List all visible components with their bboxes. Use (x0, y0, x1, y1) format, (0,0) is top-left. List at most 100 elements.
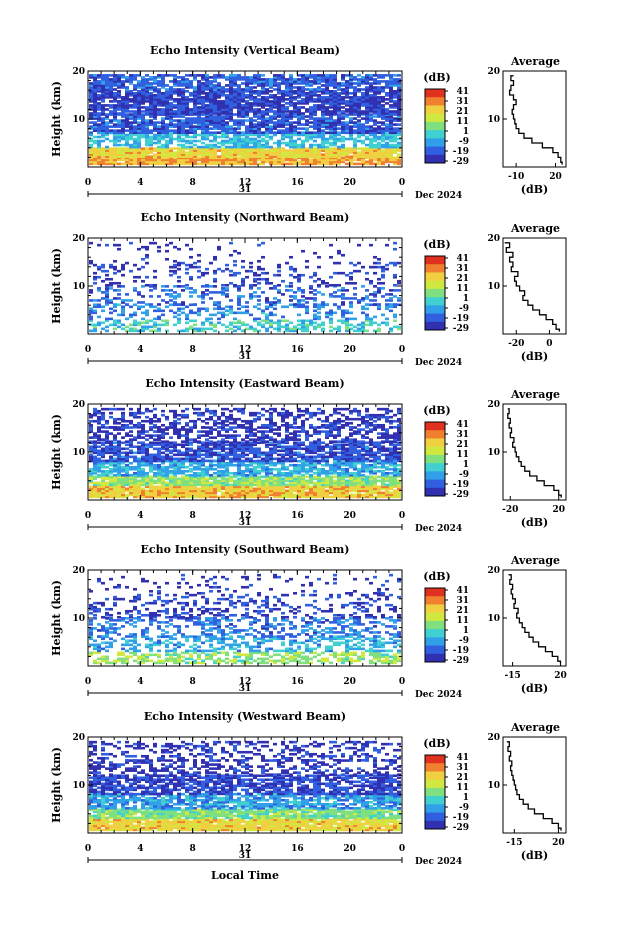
heatmap-cell (305, 301, 309, 304)
heatmap-cell (137, 301, 141, 304)
heatmap-cell (273, 141, 277, 145)
heatmap-cell (133, 119, 137, 122)
heatmap-cell (229, 147, 233, 150)
heatmap-cell (181, 139, 185, 143)
heatmap-cell (373, 315, 377, 319)
heatmap-cell (353, 287, 357, 290)
heatmap-cell (165, 143, 169, 147)
heatmap-cell (265, 88, 269, 91)
heatmap-cell (169, 293, 173, 296)
heatmap-cell (125, 299, 129, 302)
heatmap-cell (273, 285, 277, 288)
heatmap-cell (321, 141, 325, 145)
heatmap-cell (333, 90, 337, 93)
heatmap-cell (185, 267, 189, 271)
heatmap-cell (393, 139, 397, 143)
heatmap-cell (109, 307, 113, 311)
heatmap-cell (273, 153, 277, 156)
heatmap-cell (385, 147, 389, 150)
heatmap-cell (121, 263, 125, 267)
heatmap-cell (137, 106, 141, 109)
heatmap-cell (385, 80, 389, 83)
heatmap-cell (93, 127, 97, 130)
heatmap-cell (337, 145, 341, 149)
heatmap-cell (209, 297, 213, 300)
heatmap-cell (121, 137, 125, 141)
heatmap-cell (361, 155, 365, 158)
heatmap-cell (241, 277, 245, 281)
heatmap-cell (169, 74, 173, 77)
heatmap-cell (369, 141, 373, 145)
heatmap-cell (377, 287, 381, 290)
heatmap-cell (349, 162, 353, 166)
heatmap-cell (125, 115, 129, 118)
heatmap-cell (137, 137, 141, 141)
heatmap-cell (313, 106, 317, 109)
heatmap-cell (209, 162, 213, 166)
heatmap-cell (157, 149, 161, 152)
profile-x-tick-label: -20 (508, 339, 524, 349)
heatmap-cell (201, 133, 205, 137)
panel-3: Echo Intensity (Eastward Beam)2010Height… (50, 377, 567, 534)
heatmap-cell (309, 285, 313, 288)
heatmap-cell (205, 477, 209, 481)
heatmap-cell (253, 162, 257, 166)
heatmap-cell (393, 319, 397, 323)
heatmap-cell (217, 158, 221, 162)
heatmap-cell (133, 141, 137, 145)
heatmap-cell (269, 119, 273, 122)
heatmap-cell (205, 267, 209, 271)
heatmap-cell (229, 112, 233, 115)
heatmap-cell (129, 153, 133, 156)
heatmap-cell (165, 106, 169, 109)
heatmap-cell (149, 329, 153, 333)
heatmap-cell (329, 125, 333, 128)
heatmap-cell (353, 281, 357, 285)
heatmap-cell (241, 131, 245, 134)
heatmap-cell (97, 127, 101, 130)
heatmap-cell (193, 149, 197, 152)
heatmap-cell (349, 129, 353, 132)
heatmap-cell (125, 135, 129, 139)
heatmap-cell (113, 119, 117, 122)
heatmap-cell (361, 141, 365, 145)
heatmap-cell (177, 104, 181, 107)
heatmap-cell (297, 475, 301, 479)
heatmap-cell (285, 153, 289, 156)
heatmap-cell (161, 319, 165, 323)
heatmap-cell (149, 325, 153, 329)
heatmap-cell (213, 139, 217, 143)
heatmap-cell (309, 117, 313, 120)
heatmap-cell (109, 112, 113, 115)
heatmap-cell (109, 149, 113, 152)
heatmap-cell (125, 76, 129, 79)
heatmap-cell (93, 475, 97, 479)
heatmap-cell (105, 113, 109, 116)
heatmap-cell (101, 112, 105, 115)
heatmap-cell (253, 143, 257, 147)
heatmap-cell (381, 96, 385, 99)
heatmap-cell (285, 78, 289, 81)
heatmap-cell (225, 117, 229, 120)
heatmap-cell (237, 325, 241, 329)
heatmap-cell (169, 265, 173, 269)
heatmap-cell (185, 104, 189, 107)
heatmap-cell (197, 110, 201, 113)
heatmap-cell (121, 273, 125, 277)
heatmap-cell (301, 153, 305, 156)
heatmap-cell (269, 106, 273, 109)
heatmap-cell (337, 119, 341, 122)
heatmap-cell (329, 74, 333, 77)
heatmap-cell (205, 162, 209, 166)
heatmap-cell (321, 477, 325, 481)
heatmap-cell (213, 329, 217, 333)
heatmap-cell (209, 147, 213, 150)
heatmap-cell (313, 74, 317, 77)
heatmap-cell (237, 125, 241, 128)
heatmap-cell (265, 123, 269, 126)
heatmap-cell (149, 129, 153, 132)
heatmap-cell (137, 158, 141, 162)
heatmap-cell (269, 115, 273, 118)
heatmap-cell (345, 297, 349, 300)
heatmap-cell (101, 119, 105, 122)
